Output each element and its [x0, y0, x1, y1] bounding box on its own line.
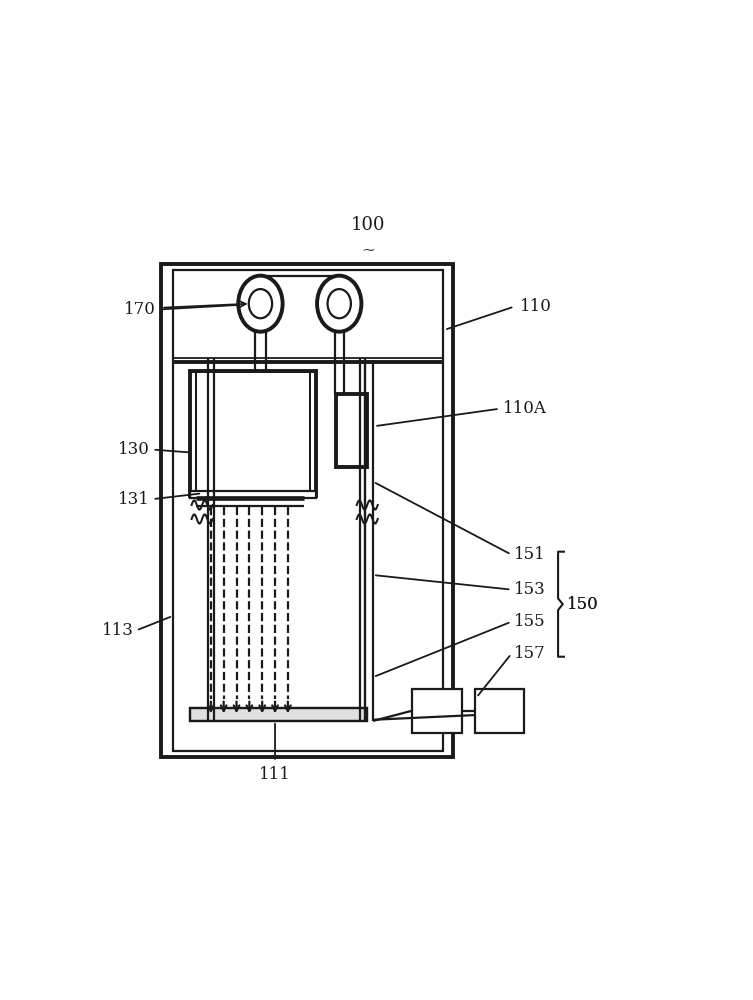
Text: 110A: 110A [503, 400, 547, 417]
Bar [161, 264, 453, 757]
Text: 153: 153 [514, 581, 546, 598]
Text: 155: 155 [514, 613, 546, 630]
Text: 170: 170 [123, 301, 155, 318]
Bar [474, 689, 524, 733]
Text: 110: 110 [520, 298, 552, 315]
Bar [191, 491, 316, 498]
Bar [197, 372, 310, 492]
Bar [191, 371, 316, 496]
Ellipse shape [238, 276, 282, 332]
Ellipse shape [317, 276, 361, 332]
Ellipse shape [328, 289, 351, 318]
Bar [191, 708, 367, 721]
Text: 111: 111 [259, 766, 291, 783]
Bar [191, 708, 367, 721]
Text: 157: 157 [514, 645, 546, 662]
Text: 150: 150 [567, 596, 599, 613]
Text: 113: 113 [102, 622, 134, 639]
Bar [337, 394, 367, 467]
Bar [173, 270, 443, 751]
Text: 131: 131 [117, 491, 150, 508]
Bar [412, 689, 462, 733]
Text: ~: ~ [361, 241, 376, 258]
Text: 100: 100 [351, 216, 386, 234]
Text: 130: 130 [117, 441, 150, 458]
Text: 151: 151 [514, 546, 546, 563]
Text: 150: 150 [567, 596, 599, 613]
Ellipse shape [248, 289, 272, 318]
